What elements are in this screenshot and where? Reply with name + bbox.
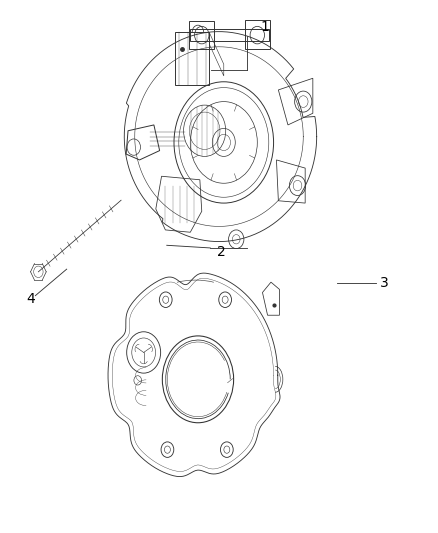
Text: 1: 1 — [260, 20, 269, 34]
Text: 3: 3 — [380, 277, 389, 290]
Text: 4: 4 — [27, 293, 35, 306]
Text: 2: 2 — [217, 245, 226, 259]
